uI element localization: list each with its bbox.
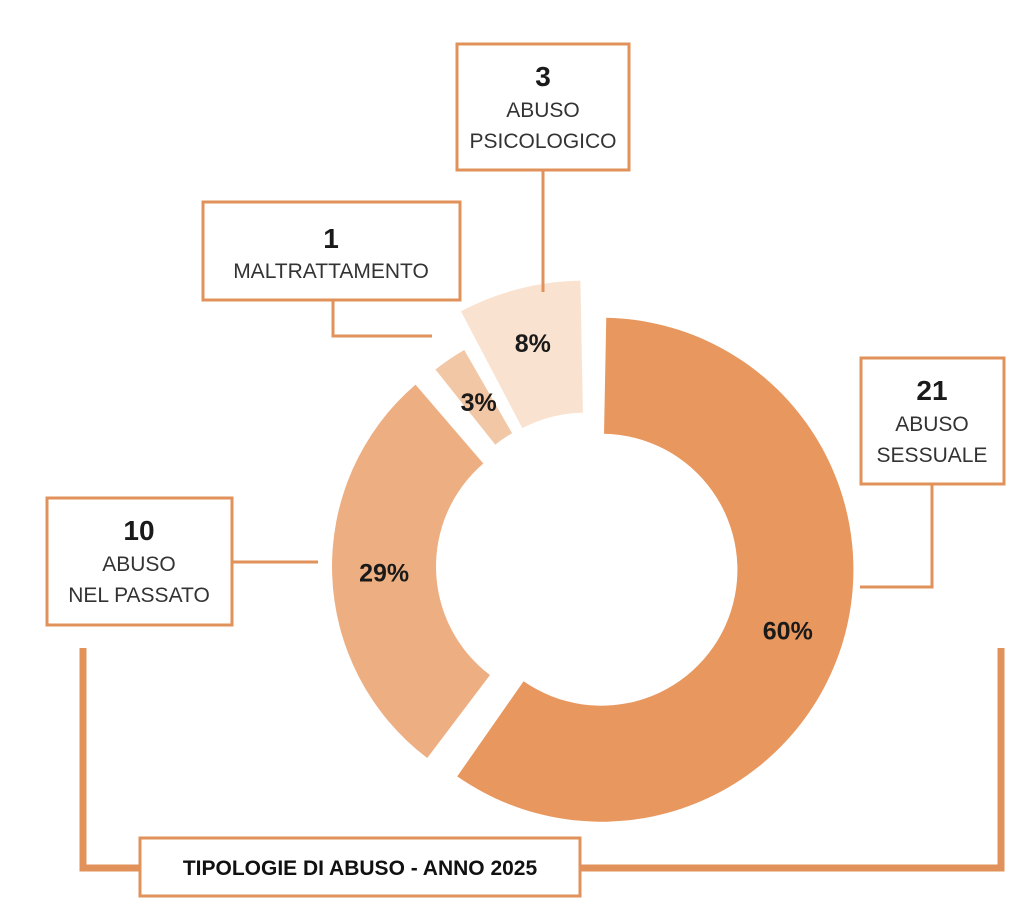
slice-sessuale [457,317,854,822]
label-box-passato: 10 ABUSO NEL PASSATO [45,496,234,627]
name-passato-line1: ABUSO [102,553,176,576]
title-box: TIPOLOGIE DI ABUSO - ANNO 2025 [138,836,582,898]
chart-title: TIPOLOGIE DI ABUSO - ANNO 2025 [183,857,538,880]
pct-label-maltrattamento: 3% [461,389,497,417]
connector-sessuale [860,484,934,589]
name-psicologico-line2: PSICOLOGICO [469,130,616,153]
slice-psicologico [460,280,583,429]
slice-passato [332,384,490,758]
name-sessuale-line1: ABUSO [895,413,969,436]
count-psicologico: 3 [535,61,551,92]
name-passato-line2: NEL PASSATO [68,584,210,607]
slice-maltrattamento [435,349,513,445]
slices-group: 60% 29% 3% 8% [332,280,854,822]
name-maltrattamento-line1: MALTRATTAMENTO [233,260,429,283]
name-psicologico-line1: ABUSO [506,99,580,122]
name-sessuale-line2: SESSUALE [877,444,988,467]
frame-line-right [580,648,1005,872]
connector-maltrattamento [331,300,432,338]
label-box-maltrattamento: 1 MALTRATTAMENTO [201,200,462,302]
frame-line-left [79,648,140,872]
pct-label-psicologico: 8% [515,330,551,358]
pct-label-passato: 29% [359,559,409,587]
count-maltrattamento: 1 [323,223,339,254]
pct-label-sessuale: 60% [763,617,813,645]
label-box-sessuale: 21 ABUSO SESSUALE [859,356,1006,486]
label-box-psicologico: 3 ABUSO PSICOLOGICO [455,42,631,172]
count-passato: 10 [123,515,154,546]
count-sessuale: 21 [916,375,947,406]
